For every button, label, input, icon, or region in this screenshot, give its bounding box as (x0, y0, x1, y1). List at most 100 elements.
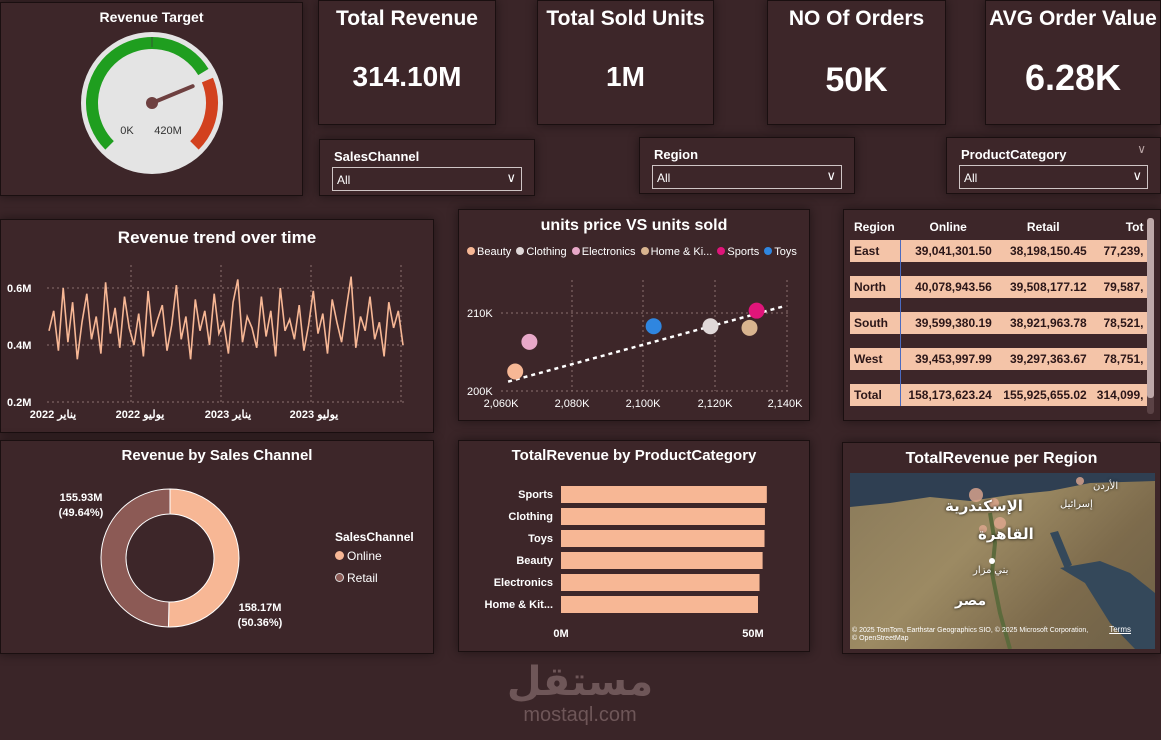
kpi-value: 50K (768, 61, 945, 100)
bar-chart: Sports Clothing Toys Beauty Electronics Home … (459, 441, 811, 653)
scatter-point[interactable] (646, 318, 662, 334)
table-spacer (850, 298, 1148, 312)
y-tick-label: 200K (467, 386, 493, 398)
donut-slice-retail[interactable] (101, 489, 170, 627)
table-cell: 77,239, (1091, 240, 1148, 262)
bar-2[interactable] (561, 530, 765, 547)
legend-item-online[interactable]: Online (335, 549, 414, 563)
kpi-title: AVG Order Value (986, 7, 1160, 31)
table-header-row: Region Online Retail Tot (850, 214, 1148, 240)
slicer-label: ProductCategory (961, 147, 1066, 162)
x-tick-label: 2,100K (626, 398, 662, 410)
map-label-cairo: القاهرة (978, 525, 1034, 543)
y-tick-label: 0.4M (7, 340, 31, 352)
online-value-label: 158.17M (239, 602, 282, 614)
kpi-title: Total Revenue (319, 7, 495, 31)
donut-slices (101, 489, 239, 627)
table-cell: 158,173,623.24 (900, 384, 995, 406)
table-cell: 39,297,363.67 (996, 348, 1091, 370)
table-cell: 78,751, (1091, 348, 1148, 370)
scatter-point[interactable] (507, 364, 523, 380)
map-label-jordan: الأردن (1093, 481, 1118, 492)
table-row: West 39,453,997.99 39,297,363.67 78,751, (850, 348, 1148, 370)
table-header[interactable]: Online (900, 214, 995, 240)
table-cell: 39,599,380.19 (900, 312, 995, 334)
bar-3[interactable] (561, 552, 763, 569)
region-table-card: Region Online Retail Tot East 39,041,301… (843, 209, 1161, 421)
table-scroll-area[interactable]: Region Online Retail Tot East 39,041,301… (850, 214, 1148, 416)
product-category-dropdown[interactable]: All ∨ (959, 165, 1148, 189)
table-header[interactable]: Tot (1091, 214, 1148, 240)
kpi-card-total-revenue: Total Revenue 314.10M (318, 0, 496, 125)
table-header[interactable]: Retail (996, 214, 1091, 240)
region-table: Region Online Retail Tot East 39,041,301… (850, 214, 1148, 406)
trend-chart: 0.6M 0.4M 0.2M يناير 2022 يوليو 2022 ينا… (1, 220, 435, 434)
scatter-trendline (508, 306, 785, 382)
slicer-label: Region (654, 147, 698, 162)
map-attribution: © 2025 TomTom, Earthstar Geographics SIO… (852, 627, 1092, 643)
map-title: TotalRevenue per Region (843, 450, 1160, 468)
table-cell: East (850, 240, 900, 262)
legend-item-retail[interactable]: Retail (335, 571, 414, 585)
watermark: مستقل mostaql.com (505, 660, 655, 727)
kpi-card-avg-order-value: AVG Order Value 6.28K (985, 0, 1161, 125)
scatter-point[interactable] (742, 320, 758, 336)
scatter-point[interactable] (702, 318, 718, 334)
bar-category-label: Sports (518, 489, 553, 501)
bar-card: TotalRevenue by ProductCategory Sports Cl… (458, 440, 810, 652)
bar-category-label: Electronics (494, 577, 553, 589)
bar-marks: SportsClothingToysBeautyElectronicsHome … (485, 486, 767, 613)
suez-gulf (1050, 531, 1072, 569)
bar-1[interactable] (561, 508, 765, 525)
kpi-card-no-of-orders: NO Of Orders 50K (767, 0, 946, 125)
bar-0[interactable] (561, 486, 767, 503)
map-view[interactable]: الإسكندرية القاهرة بني مزار مصر إسرائيل … (850, 473, 1155, 649)
donut-card: Revenue by Sales Channel 155.93M (49.64%… (0, 440, 434, 654)
table-cell: 39,453,997.99 (900, 348, 995, 370)
slicer-region: Region All ∨ (639, 137, 855, 194)
donut-legend: SalesChannel Online Retail (335, 530, 414, 585)
map-bubble (1076, 477, 1084, 485)
table-scrollbar[interactable] (1147, 218, 1154, 414)
table-cell: 38,198,150.45 (996, 240, 1091, 262)
gauge-hub (146, 97, 158, 109)
table-row: North 40,078,943.56 39,508,177.12 79,587… (850, 276, 1148, 298)
x-tick-label: 2,120K (698, 398, 734, 410)
bar-5[interactable] (561, 596, 758, 613)
watermark-site: mostaql.com (505, 704, 655, 727)
online-pct-label: (50.36%) (238, 617, 283, 629)
table-cell: West (850, 348, 900, 370)
kpi-title: NO Of Orders (768, 7, 945, 31)
kpi-card-total-sold-units: Total Sold Units 1M (537, 0, 714, 125)
scatter-point[interactable] (521, 334, 537, 350)
slicer-product-category: ProductCategory ∨ All ∨ (946, 137, 1161, 194)
scatter-point[interactable] (749, 303, 765, 319)
clear-filter-chevron-icon[interactable]: ∨ (1137, 142, 1146, 156)
map-card: TotalRevenue per Region الإسكندرية القاه… (842, 442, 1161, 654)
table-header[interactable]: Region (850, 214, 900, 240)
sales-channel-dropdown[interactable]: All ∨ (332, 167, 522, 191)
x-tick-label: يوليو 2023 (290, 409, 339, 421)
x-tick-label: 50M (742, 628, 763, 640)
legend-dot (335, 551, 344, 560)
table-row: East 39,041,301.50 38,198,150.45 77,239, (850, 240, 1148, 262)
table-cell: 40,078,943.56 (900, 276, 995, 298)
table-spacer (850, 262, 1148, 276)
table-cell: 39,508,177.12 (996, 276, 1091, 298)
bar-4[interactable] (561, 574, 760, 591)
dropdown-value: All (337, 173, 350, 187)
chevron-down-icon: ∨ (826, 168, 836, 184)
table-cell: Total (850, 384, 900, 406)
kpi-value: 1M (538, 61, 713, 93)
table-cell: 39,041,301.50 (900, 240, 995, 262)
kpi-title: Total Sold Units (538, 7, 713, 31)
table-cell: 155,925,655.02 (996, 384, 1091, 406)
donut-slice-online[interactable] (168, 489, 239, 627)
retail-value-label: 155.93M (60, 492, 103, 504)
region-dropdown[interactable]: All ∨ (652, 165, 842, 189)
scatter-chart: 210K 200K 2,060K 2,080K 2,100K 2,120K 2,… (459, 210, 811, 422)
watermark-logo: مستقل (505, 660, 655, 704)
slicer-label: SalesChannel (334, 149, 419, 164)
scrollbar-thumb[interactable] (1147, 218, 1154, 398)
map-terms-link[interactable]: Terms (1109, 625, 1131, 634)
